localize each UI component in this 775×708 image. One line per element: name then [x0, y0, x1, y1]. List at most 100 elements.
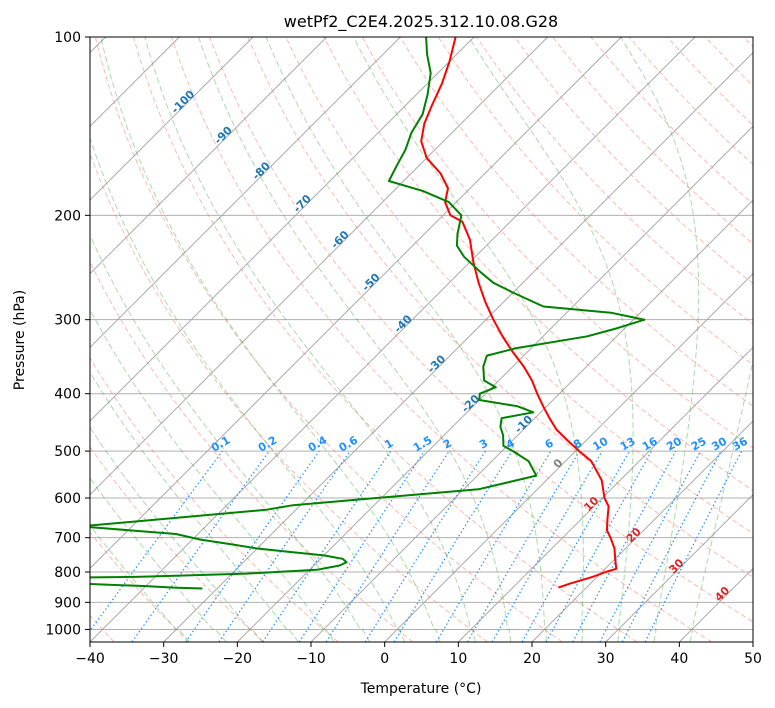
isotherm-line	[90, 37, 401, 348]
y-axis: 100 200 300 400 500 600 700 800 900 1000	[45, 30, 90, 638]
isotherm-label: 30	[666, 556, 686, 576]
mixing-ratio-line	[325, 450, 450, 642]
dry-adiabat-line	[361, 37, 753, 449]
mixing-ratio-line	[644, 450, 743, 642]
y-tick-label: 800	[54, 565, 81, 581]
dry-adiabat-line	[476, 37, 753, 325]
isotherm-line	[237, 125, 753, 642]
moist-adiabat-line	[90, 426, 263, 642]
dry-adiabat-line	[132, 37, 638, 642]
x-tick-label: 40	[670, 651, 688, 667]
mixing-ratio-line	[599, 450, 702, 642]
x-axis-label: Temperature (°C)	[360, 681, 482, 697]
mixing-ratio-line	[262, 450, 392, 642]
x-tick-label: 0	[380, 651, 389, 667]
dry-adiabat-line	[94, 37, 563, 642]
mixing-ratio-line	[545, 450, 653, 642]
x-axis: −40 −30 −20 −10 0 10 20 30 40 50	[75, 642, 762, 667]
mixing-ratio-line	[572, 450, 677, 642]
mixing-ratio-line	[218, 450, 351, 642]
x-tick-label: −10	[296, 651, 326, 667]
moist-adiabat-line	[90, 477, 227, 642]
isotherm-line	[752, 641, 753, 642]
grid-layer	[90, 37, 753, 642]
y-tick-label: 200	[54, 208, 81, 224]
dry-adiabat-line	[323, 37, 753, 491]
dry-adiabat-line	[704, 37, 753, 87]
isotherm-label: 10	[581, 494, 601, 514]
mixing-ratio-label: 3	[477, 437, 490, 452]
dry-adiabat-line	[90, 260, 414, 642]
chart-title: wetPf2_C2E4.2025.312.10.08.G28	[284, 12, 558, 32]
temperature-profile-line	[420, 37, 618, 589]
mixing-ratio-label: 6	[543, 436, 556, 451]
mixing-ratio-line	[298, 450, 425, 642]
dry-adiabat-line	[90, 446, 264, 642]
x-tick-label: 10	[449, 651, 467, 667]
mixing-ratio-label: 1	[382, 437, 395, 452]
dry-adiabat-line	[590, 37, 753, 205]
mixing-ratio-label: 2	[441, 437, 454, 452]
moist-adiabat-line	[468, 37, 634, 642]
moist-adiabat-line	[90, 136, 406, 642]
y-tick-label: 1000	[45, 622, 81, 638]
moist-adiabat-line	[90, 524, 190, 642]
isotherm-label: 20	[624, 525, 644, 545]
y-tick-label: 900	[54, 595, 81, 611]
dry-adiabat-line	[90, 531, 190, 642]
dry-adiabat-line	[90, 356, 339, 642]
isotherm-label: -40	[391, 312, 414, 335]
moist-adiabat-line	[144, 37, 476, 642]
isotherm-line	[90, 37, 548, 496]
series-layer	[90, 37, 646, 590]
isotherm-label: -100	[169, 87, 198, 116]
y-tick-label: 700	[54, 531, 81, 547]
dry-adiabat-line	[90, 152, 488, 642]
x-tick-label: 30	[597, 651, 615, 667]
dry-adiabat-line	[171, 37, 712, 642]
x-tick-label: 20	[523, 651, 541, 667]
mixing-ratio-line	[90, 450, 223, 632]
moist-adiabat-line	[265, 37, 547, 642]
isotherm-label: -50	[359, 270, 382, 293]
isotherm-line	[90, 37, 475, 422]
dry-adiabat-line	[247, 37, 753, 578]
dry-adiabat-line	[399, 37, 753, 407]
isotherm-line	[163, 52, 753, 642]
mixing-ratio-line	[185, 450, 320, 642]
isotherm-line	[90, 37, 327, 275]
isotherm-line	[531, 420, 753, 642]
isotherm-line	[679, 567, 753, 642]
y-tick-label: 400	[54, 387, 81, 403]
plot-frame	[89, 36, 754, 643]
moist-adiabat-line	[620, 37, 700, 642]
isotherm-line	[605, 494, 753, 642]
isotherm-line	[458, 346, 753, 642]
isotherm-line	[384, 273, 753, 642]
moist-adiabat-line	[100, 37, 441, 642]
isotherm-label: 40	[712, 584, 732, 604]
dry-adiabat-line	[285, 37, 753, 535]
x-tick-label: 50	[744, 651, 762, 667]
y-axis-label: Pressure (hPa)	[12, 290, 28, 390]
moist-adiabat-line	[90, 233, 371, 642]
x-tick-label: −20	[223, 651, 253, 667]
dry-adiabat-line	[743, 37, 753, 48]
isotherm-line	[90, 37, 254, 201]
moist-adiabat-line	[90, 371, 299, 642]
dewpoint-profile-line	[90, 37, 646, 590]
isotherm-line	[90, 37, 622, 569]
y-tick-label: 100	[54, 30, 81, 46]
dry-adiabat-line	[209, 37, 753, 623]
moist-adiabat-line	[689, 358, 753, 642]
dry-adiabat-line	[514, 37, 753, 285]
isotherm-label: -70	[291, 192, 314, 215]
isotherm-label: -30	[425, 352, 448, 375]
mixing-ratio-line	[393, 450, 513, 642]
x-tick-label: −40	[75, 651, 105, 667]
y-tick-label: 600	[54, 491, 81, 507]
mixing-ratio-line	[621, 450, 722, 642]
mixing-ratio-line	[435, 450, 552, 642]
dry-adiabat-line	[552, 37, 753, 245]
